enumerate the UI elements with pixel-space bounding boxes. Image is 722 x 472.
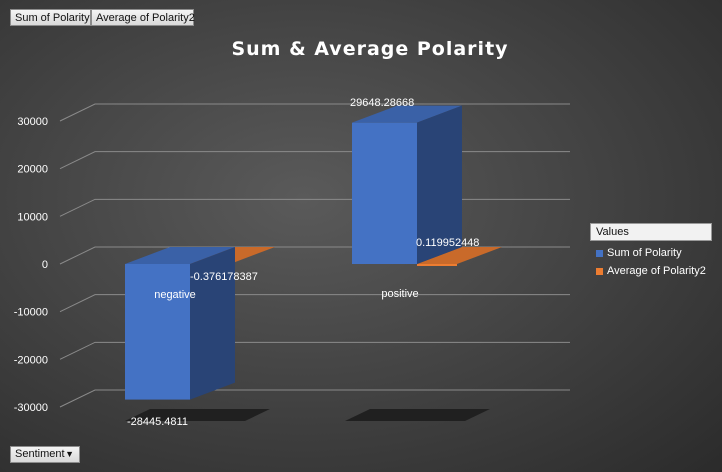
legend-swatch-average	[596, 267, 603, 275]
y-tick-label: 10000	[17, 211, 48, 223]
data-label-average-positive: 0.119952448	[416, 237, 479, 249]
data-label-sum-positive: 29648.28668	[350, 97, 414, 109]
bar-front-face	[352, 122, 417, 264]
bar-side-face	[457, 246, 502, 264]
chart-title: Sum & Average Polarity	[231, 38, 509, 60]
gridline	[59, 103, 570, 122]
y-tick-label: 30000	[17, 116, 48, 128]
bar-side-face	[230, 247, 275, 265]
y-tick-label: 20000	[17, 164, 48, 176]
sentiment-label: Sentiment	[15, 448, 65, 460]
legend-swatch-sum	[596, 249, 603, 257]
field-button-average-of-polarity2[interactable]: Average of Polarity2	[91, 9, 195, 26]
bar-sum-positive	[352, 105, 462, 264]
floor-shadow	[345, 409, 490, 421]
legend-label-average: Average of Polarity2	[607, 265, 706, 277]
floor-shadow	[125, 409, 270, 421]
category-label-negative: negative	[154, 289, 196, 301]
y-axis: 30000 20000 10000 0 -10000 -20000 -30000	[14, 116, 48, 414]
bar-top-face	[352, 105, 462, 123]
bar-side-face	[417, 105, 462, 264]
dropdown-arrow-icon: ▼	[65, 449, 74, 459]
bar-sum-negative	[125, 247, 235, 400]
y-tick-label: -20000	[14, 354, 48, 366]
category-label-positive: positive	[381, 288, 418, 300]
y-tick-label: 0	[42, 259, 48, 271]
legend-title: Values	[590, 223, 712, 241]
legend-item-sum[interactable]: Sum of Polarity	[596, 247, 712, 259]
bar-top-face	[125, 247, 235, 264]
data-label-average-negative: -0.376178387	[190, 271, 258, 283]
legend: Values Sum of Polarity Average of Polari…	[590, 223, 712, 277]
bar-average-positive	[417, 246, 502, 266]
field-button-sum-of-polarity[interactable]: Sum of Polarity	[10, 9, 91, 26]
data-label-sum-negative: -28445.4811	[127, 416, 188, 428]
sentiment-field-button[interactable]: Sentiment ▼	[10, 446, 80, 463]
gridline	[59, 294, 570, 313]
gridline	[59, 389, 570, 408]
y-tick-label: -30000	[14, 402, 48, 414]
bars	[125, 105, 502, 400]
chart-floor	[125, 409, 490, 421]
legend-label-sum: Sum of Polarity	[607, 247, 682, 259]
bar-top-face	[417, 246, 502, 264]
gridline	[59, 151, 570, 170]
y-tick-label: -10000	[14, 307, 48, 319]
gridline	[59, 198, 570, 217]
gridline	[59, 341, 570, 360]
data-labels: -28445.4811 29648.28668 -0.376178387 0.1199…	[127, 97, 479, 428]
bar-front-face	[417, 263, 457, 266]
bar-front-face	[125, 264, 190, 400]
bar-side-face	[190, 247, 235, 400]
legend-item-average[interactable]: Average of Polarity2	[596, 265, 712, 277]
